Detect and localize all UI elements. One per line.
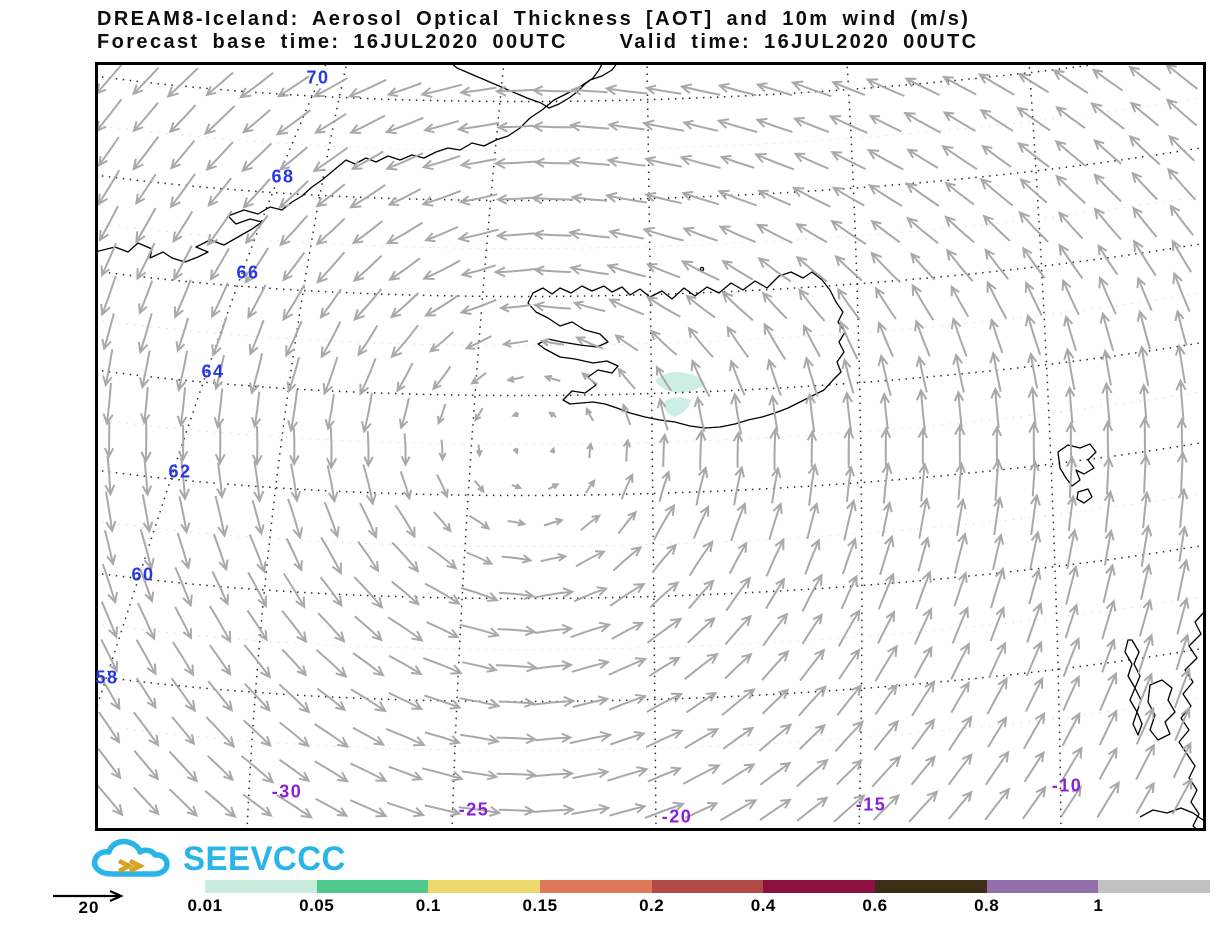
cloud-icon — [91, 838, 170, 877]
colorbar-tick-label: 0.2 — [639, 896, 665, 915]
wind-reference-value: 20 — [78, 898, 100, 917]
coastline-faroes — [1057, 443, 1097, 487]
aot-patch-layer — [655, 371, 705, 417]
colorbar-segment — [986, 880, 1099, 893]
latitude-label: 60 — [131, 564, 155, 585]
coastline-faroes-islet — [1076, 488, 1093, 504]
wind-reference-arrow — [53, 889, 124, 903]
aot-colorbar-labels: 0.01 0.05 0.1 0.15 0.2 0.4 0.6 0.8 1 — [187, 896, 1210, 916]
chart-title: DREAM8-Iceland: Aerosol Optical Thicknes… — [97, 8, 971, 30]
aot-patch — [664, 397, 691, 417]
colorbar-segment — [316, 880, 429, 893]
colorbar-tick-label: 1 — [1093, 896, 1104, 915]
latitude-label: 58 — [95, 667, 119, 688]
seevccc-logo — [91, 838, 170, 877]
longitude-label: -25 — [458, 799, 490, 820]
wind-vector-field — [98, 65, 1199, 823]
colorbar-segment — [875, 880, 987, 893]
colorbar-segment — [428, 880, 541, 893]
latitude-label: 64 — [201, 361, 225, 382]
colorbar-segment — [651, 880, 764, 893]
latitude-label: 68 — [271, 166, 295, 187]
coastline-islet — [699, 266, 705, 272]
colorbar-tick-label: 0.05 — [299, 896, 335, 915]
coastline-hebrides — [1124, 639, 1143, 736]
chart-subtitle: Forecast base time: 16JUL2020 00UTC Vali… — [97, 31, 979, 53]
logo-text: SEEVCCC — [183, 840, 346, 878]
map-canvas — [95, 62, 1206, 831]
colorbar-tick-label: 0.6 — [862, 896, 888, 915]
coastline-scotland-south — [1139, 807, 1203, 821]
wind-arrow-glyphs — [98, 65, 1199, 823]
aot-patch — [655, 371, 705, 393]
longitude-label: -10 — [1051, 775, 1083, 796]
latitude-label: 66 — [236, 262, 260, 283]
coastline-scotland — [1178, 612, 1203, 828]
longitude-label: -30 — [271, 781, 303, 802]
colorbar-tick-label: 0.15 — [522, 896, 558, 915]
longitude-label: -15 — [855, 794, 887, 815]
arrow-chevron-icon — [117, 858, 146, 874]
longitude-label: -20 — [661, 806, 693, 827]
colorbar-segment — [205, 880, 317, 893]
graticule-lines — [98, 65, 1203, 828]
coastline-greenland-fjord — [452, 65, 603, 109]
colorbar-tick-label: 0.8 — [974, 896, 1000, 915]
colorbar-tick-label: 0.4 — [750, 896, 776, 915]
map-border — [95, 62, 1206, 831]
aot-colorbar — [205, 880, 1211, 893]
colorbar-segment — [763, 880, 876, 893]
colorbar-tick-label: 0.1 — [415, 896, 441, 915]
colorbar-segment — [1098, 880, 1211, 893]
colorbar-segment — [540, 880, 652, 893]
latitude-label: 62 — [168, 461, 192, 482]
colorbar-tick-label: 0.01 — [187, 896, 223, 915]
latitude-label: 70 — [306, 67, 330, 88]
